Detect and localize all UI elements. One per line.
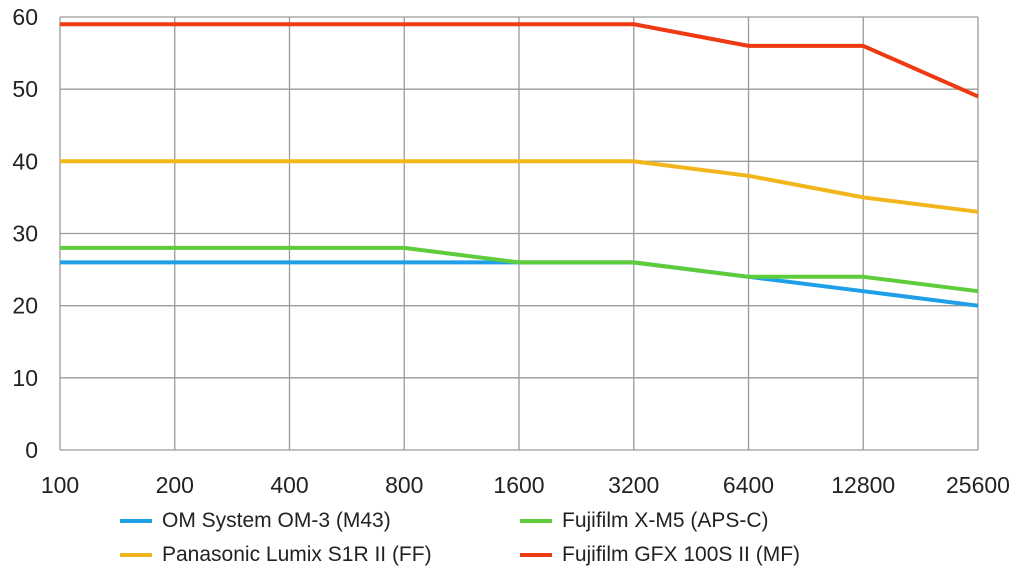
legend-label: Fujifilm X-M5 (APS-C) — [562, 509, 769, 532]
y-axis-ticks: 0 10 20 30 40 50 60 — [12, 4, 38, 463]
legend-swatch-om-system — [120, 519, 152, 523]
x-tick-label: 200 — [156, 472, 194, 498]
series-lines — [59, 22, 979, 308]
x-tick-label: 25600 — [946, 472, 1010, 498]
y-tick-label: 50 — [12, 76, 38, 102]
legend-label: Fujifilm GFX 100S II (MF) — [562, 543, 801, 566]
x-tick-label: 12800 — [831, 472, 895, 498]
legend-swatch-fujifilm-xm5 — [520, 519, 552, 523]
legend: OM System OM-3 (M43) Fujifilm X-M5 (APS-… — [120, 505, 880, 571]
y-tick-label: 60 — [12, 4, 38, 30]
x-tick-label: 400 — [270, 472, 308, 498]
legend-item-fujifilm-xm5: Fujifilm X-M5 (APS-C) — [520, 505, 880, 537]
y-tick-label: 40 — [12, 148, 38, 174]
grid — [59, 16, 979, 451]
x-tick-label: 1600 — [493, 472, 544, 498]
x-tick-label: 3200 — [608, 472, 659, 498]
legend-swatch-panasonic — [120, 553, 152, 557]
y-tick-label: 30 — [12, 221, 38, 247]
y-tick-label: 20 — [12, 293, 38, 319]
x-tick-label: 100 — [41, 472, 79, 498]
line-chart: 0 10 20 30 40 50 60 100 200 400 800 1600 3200 6400 12… — [12, 4, 1010, 498]
legend-item-om-system: OM System OM-3 (M43) — [120, 505, 520, 537]
x-tick-label: 800 — [385, 472, 423, 498]
x-tick-label: 6400 — [723, 472, 774, 498]
y-tick-label: 0 — [25, 437, 38, 463]
legend-swatch-fujifilm-gfx — [520, 553, 552, 557]
legend-item-fujifilm-gfx: Fujifilm GFX 100S II (MF) — [520, 539, 880, 571]
legend-item-panasonic: Panasonic Lumix S1R II (FF) — [120, 539, 520, 571]
legend-label: Panasonic Lumix S1R II (FF) — [162, 543, 432, 566]
y-tick-label: 10 — [12, 365, 38, 391]
legend-label: OM System OM-3 (M43) — [162, 509, 391, 532]
x-axis-ticks: 100 200 400 800 1600 3200 6400 12800 25600 — [41, 472, 1010, 498]
